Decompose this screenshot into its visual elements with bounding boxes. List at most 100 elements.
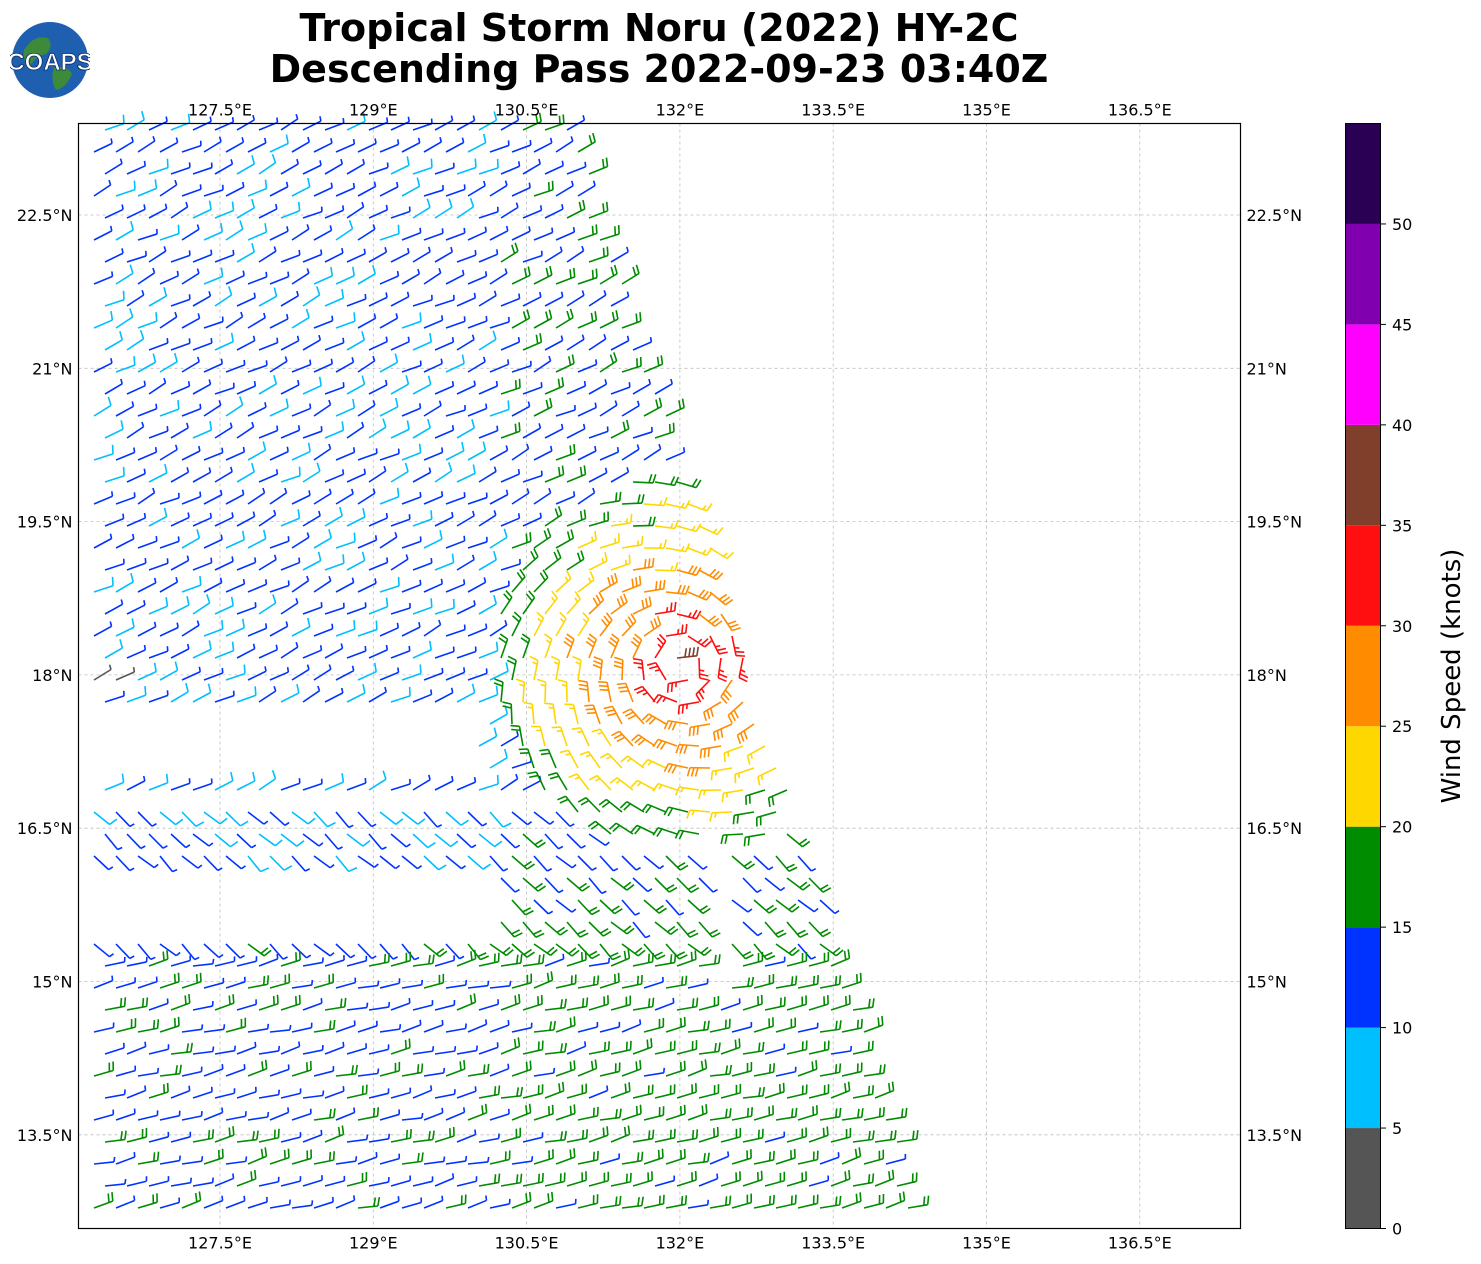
wind-barb	[148, 463, 168, 483]
wind-barb	[236, 557, 257, 571]
coaps-logo: COAPS	[10, 22, 90, 98]
wind-barb	[346, 468, 366, 483]
wind-barb	[236, 511, 256, 527]
wind-barb	[544, 506, 563, 527]
wind-barb	[137, 487, 156, 505]
wind-barb	[236, 292, 256, 307]
wind-barb	[599, 400, 618, 417]
wind-barb	[214, 201, 235, 219]
wind-barb	[236, 602, 257, 615]
wind-barb	[335, 182, 356, 197]
wind-barb	[401, 622, 421, 637]
wind-barb	[390, 554, 409, 571]
wind-barb	[368, 379, 388, 395]
wind-barb	[621, 575, 642, 593]
wind-barb	[379, 181, 399, 197]
wind-barb	[115, 572, 135, 593]
wind-barb	[445, 227, 466, 241]
wind-barb	[687, 589, 713, 601]
wind-barb	[401, 312, 422, 329]
wind-barb	[434, 553, 455, 571]
wind-barb	[610, 382, 631, 395]
wind-barb	[456, 334, 475, 351]
wind-barb	[203, 577, 223, 593]
wind-barb	[588, 379, 608, 395]
wind-barb	[412, 557, 433, 571]
wind-barb	[313, 182, 333, 197]
wind-barb	[236, 243, 256, 263]
wind-barb	[412, 294, 433, 307]
wind-barb	[478, 290, 497, 307]
wind-barb	[489, 140, 510, 153]
wind-barb	[357, 448, 378, 461]
wind-barb	[401, 536, 422, 549]
wind-barb	[643, 539, 668, 549]
wind-barb	[192, 200, 212, 219]
wind-barb	[192, 467, 212, 483]
wind-barb	[467, 536, 488, 549]
wind-barb	[335, 488, 354, 505]
wind-barb	[291, 359, 312, 373]
wind-barb	[159, 492, 180, 505]
wind-barb	[335, 398, 356, 417]
wind-barb	[423, 136, 443, 153]
wind-barb	[533, 445, 553, 461]
wind-barb	[665, 398, 685, 417]
wind-barb	[357, 400, 376, 417]
wind-barb	[566, 290, 585, 307]
wind-barb	[500, 513, 521, 527]
wind-barb	[302, 249, 323, 263]
wind-barb	[148, 507, 168, 527]
wind-barb	[643, 496, 668, 507]
wind-barb	[324, 205, 345, 219]
wind-barb	[335, 357, 355, 373]
wind-barb	[126, 204, 146, 219]
wind-barb	[192, 640, 212, 659]
wind-barb	[555, 136, 574, 153]
wind-barb	[324, 158, 344, 175]
wind-barb	[324, 643, 344, 659]
wind-barb	[588, 246, 609, 263]
wind-barb	[423, 447, 444, 461]
wind-barb	[643, 579, 666, 593]
wind-barb	[137, 403, 158, 417]
colorbar-bin	[1345, 324, 1381, 425]
wind-barb	[401, 579, 422, 593]
wind-barb	[368, 512, 389, 527]
wind-barb	[269, 580, 290, 593]
wind-barb	[445, 354, 465, 373]
wind-barb	[203, 489, 223, 505]
wind-barb	[599, 264, 618, 285]
wind-barb	[159, 311, 178, 329]
wind-barb	[577, 359, 598, 373]
wind-barb	[324, 506, 343, 527]
wind-barb	[621, 312, 642, 329]
wind-barb	[489, 400, 510, 417]
wind-barb	[181, 356, 200, 373]
wind-barb	[104, 420, 124, 439]
wind-barb	[269, 446, 289, 461]
wind-barb	[577, 132, 596, 153]
wind-barb	[170, 294, 191, 307]
wind-barb	[533, 180, 554, 197]
wind-barb	[566, 465, 587, 483]
wind-barb	[357, 355, 376, 373]
wind-barb	[335, 532, 356, 549]
wind-barb	[520, 633, 531, 659]
wind-barb	[302, 116, 322, 131]
wind-barb	[258, 425, 279, 439]
wind-barb	[258, 287, 278, 307]
wind-barb	[346, 551, 366, 571]
wind-barb	[500, 468, 521, 483]
wind-barb	[93, 533, 113, 549]
wind-barb	[170, 643, 190, 659]
wind-barb	[324, 288, 345, 307]
wind-barb	[357, 138, 377, 153]
wind-barb	[599, 352, 618, 373]
wind-barb	[434, 336, 455, 351]
colorbar-tick-label: 30	[1392, 617, 1412, 636]
wind-barb	[159, 270, 180, 285]
wind-barb	[214, 556, 234, 571]
wind-barb	[258, 509, 277, 527]
wind-barb	[269, 398, 289, 417]
